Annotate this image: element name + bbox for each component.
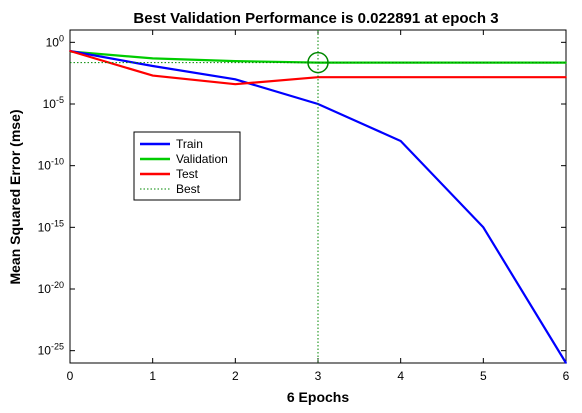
best-layer [70,30,566,363]
data-point-validation [234,60,237,62]
y-tick-label: 10-20 [38,280,64,296]
chart-title: Best Validation Performance is 0.022891 … [133,10,498,27]
x-tick-label: 4 [397,369,404,383]
legend-label-best: Best [176,182,201,196]
y-tick-label: 100 [46,33,64,49]
y-tick-label: 10-25 [38,342,64,358]
data-point-train [482,226,485,229]
x-tick-label: 2 [232,369,239,383]
x-tick-label: 5 [480,369,487,383]
x-tick-label: 6 [563,369,570,383]
y-tick-label: 10-10 [38,157,64,173]
data-point-train [151,65,154,67]
data-point-test [234,83,237,86]
x-tick-label: 0 [67,369,74,383]
x-axis-label: 6 Epochs [287,389,349,405]
legend: Train Validation Test Best [133,131,241,201]
legend-label-train: Train [176,137,203,151]
legend-label-validation: Validation [176,152,228,166]
data-point-test [399,76,402,78]
data-point-train [234,78,237,81]
best-marker-circle [307,51,329,74]
data-point-validation [565,61,567,64]
data-point-train [399,140,402,142]
x-tick-label: 3 [315,369,322,383]
legend-label-test: Test [176,167,199,181]
y-tick-label: 10-5 [43,95,64,111]
y-tick-label: 10-15 [38,218,64,234]
data-point-test [565,76,567,78]
y-axis-label: Mean Squared Error (mse) [7,109,23,284]
data-point-validation [151,57,154,60]
x-tick-label: 1 [149,369,156,383]
data-point-test [69,50,71,52]
plot-area: 0 1 2 3 4 5 6 100 10-5 10-10 10-15 10-20 10-25 [38,29,570,383]
data-point-test [482,76,485,78]
data-point-train [565,362,567,364]
data-point-test [151,74,154,77]
